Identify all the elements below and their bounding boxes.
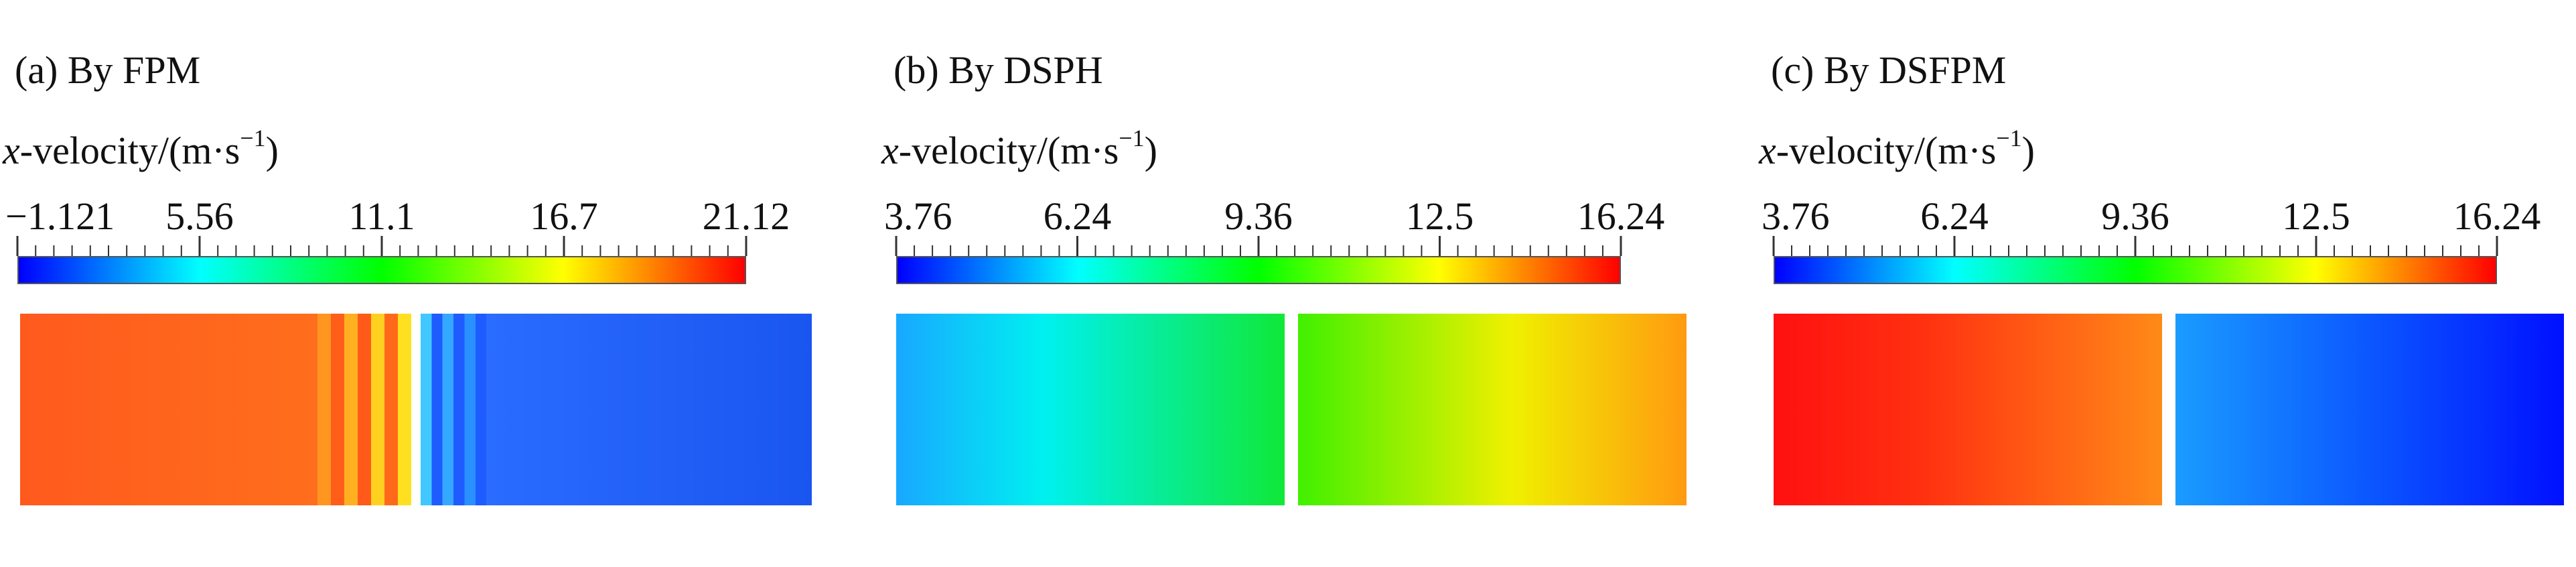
velocity-field-right (1298, 314, 1687, 505)
colorbar-ticks: −1.121 5.56 11.1 16.7 21.12 (5, 194, 790, 256)
label-close: ) (265, 129, 279, 172)
tick-label: 11.1 (348, 194, 415, 238)
velocity-field-left (20, 314, 411, 505)
panel-b: (b) By DSPH x-velocity/(m·s−1) 3.76 6.24 9… (881, 0, 1732, 567)
tick-label: 6.24 (1044, 194, 1112, 238)
velocity-field-right (2175, 314, 2564, 505)
label-superscript: −1 (1119, 125, 1145, 151)
tick-label: 16.7 (530, 194, 598, 238)
panel-title: (b) By DSPH (893, 48, 1103, 92)
tick-label: 12.5 (1406, 194, 1474, 238)
tick-label: 5.56 (165, 194, 234, 238)
tick-label: 12.5 (2282, 194, 2350, 238)
tick-label: 3.76 (884, 194, 952, 238)
label-text: -velocity/(m·s (19, 129, 240, 172)
velocity-field-right (421, 314, 812, 505)
panel-c: (c) By DSFPM x-velocity/(m·s−1) 3.76 6.24… (1759, 0, 2573, 567)
tick-label: 9.36 (2101, 194, 2169, 238)
colorbar-label: x-velocity/(m·s−1) (881, 126, 1157, 172)
colorbar-label: x-velocity/(m·s−1) (3, 126, 279, 172)
colorbar (17, 256, 746, 284)
label-variable: x (3, 129, 20, 172)
tick-label: 9.36 (1224, 194, 1293, 238)
label-superscript: −1 (1996, 125, 2022, 151)
tick-label: 3.76 (1762, 194, 1830, 238)
tick-label: 21.12 (703, 194, 790, 238)
colorbar-label: x-velocity/(m·s−1) (1759, 126, 2035, 172)
velocity-field-left (896, 314, 1285, 505)
tick-label: −1.121 (5, 194, 115, 238)
label-variable: x (881, 129, 899, 172)
panel-title: (a) By FPM (15, 48, 201, 92)
label-close: ) (1144, 129, 1157, 172)
label-variable: x (1759, 129, 1776, 172)
label-text: -velocity/(m·s (898, 129, 1119, 172)
label-close: ) (2021, 129, 2035, 172)
label-text: -velocity/(m·s (1776, 129, 1997, 172)
tick-label: 6.24 (1920, 194, 1989, 238)
colorbar (896, 256, 1621, 284)
tick-label: 16.24 (1577, 194, 1665, 238)
colorbar-ticks: 3.76 6.24 9.36 12.5 16.24 (1762, 194, 2541, 256)
velocity-field-left (1774, 314, 2162, 505)
panel-a: (a) By FPM x-velocity/(m·s−1) −1.121 5.56… (3, 0, 853, 567)
label-superscript: −1 (240, 125, 266, 151)
tick-label: 16.24 (2453, 194, 2541, 238)
colorbar-ticks: 3.76 6.24 9.36 12.5 16.24 (884, 194, 1665, 256)
colorbar (1774, 256, 2497, 284)
panel-title: (c) By DSFPM (1771, 48, 2007, 92)
